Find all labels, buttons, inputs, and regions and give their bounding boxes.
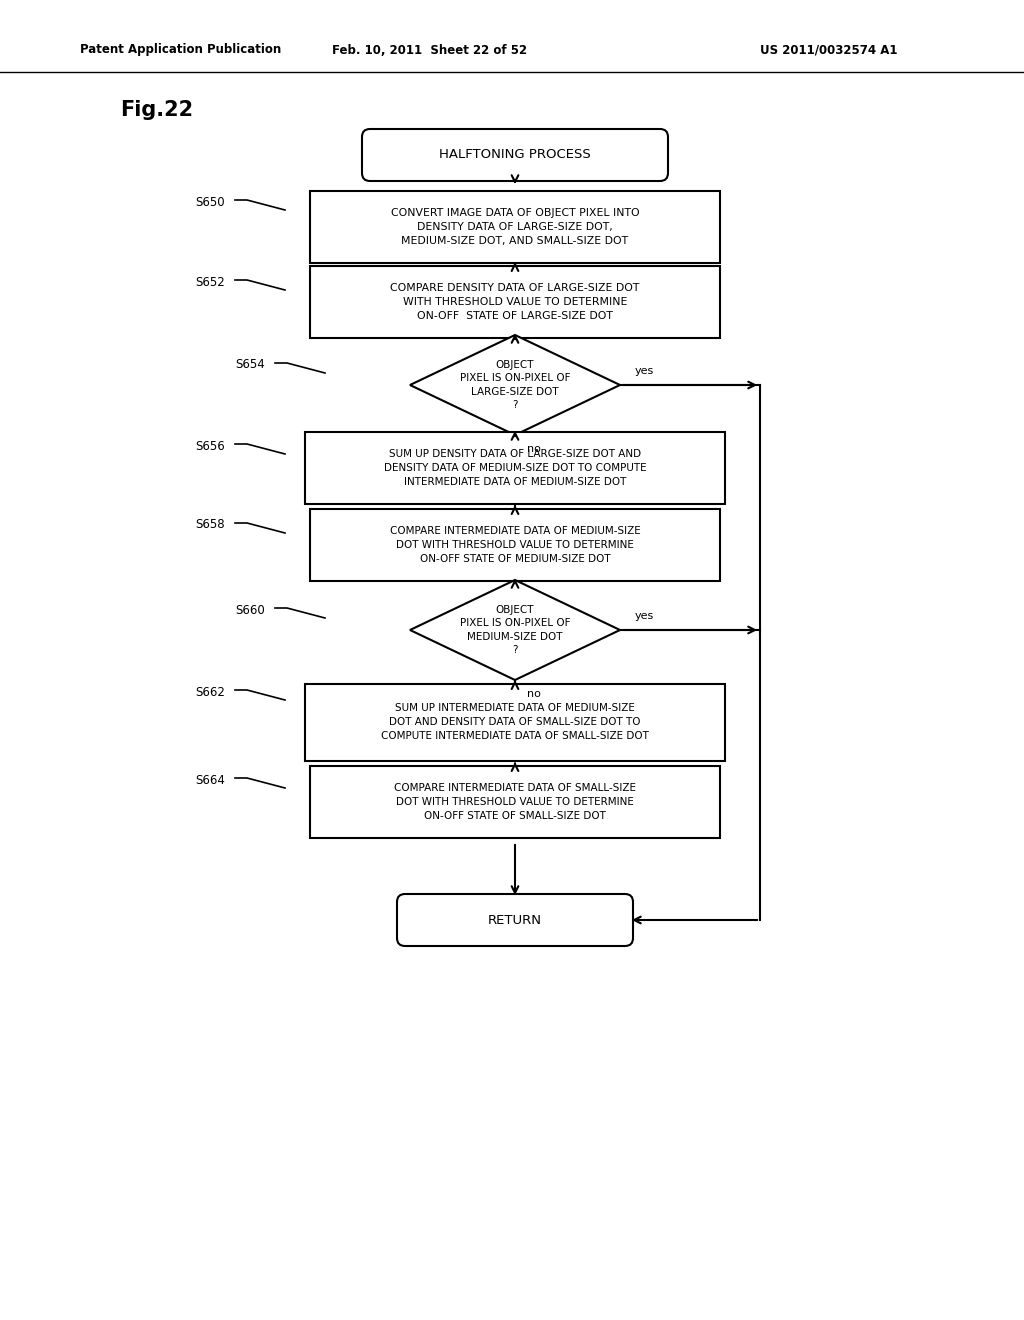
Text: OBJECT
PIXEL IS ON-PIXEL OF
LARGE-SIZE DOT
?: OBJECT PIXEL IS ON-PIXEL OF LARGE-SIZE D… (460, 360, 570, 409)
Text: RETURN: RETURN (488, 913, 542, 927)
Bar (305, 432, 725, 504)
Text: CONVERT IMAGE DATA OF OBJECT PIXEL INTO
DENSITY DATA OF LARGE-SIZE DOT,
MEDIUM-S: CONVERT IMAGE DATA OF OBJECT PIXEL INTO … (391, 209, 639, 246)
Text: no: no (527, 444, 541, 454)
Polygon shape (410, 335, 620, 436)
Text: yes: yes (635, 366, 654, 376)
Text: COMPARE INTERMEDIATE DATA OF MEDIUM-SIZE
DOT WITH THRESHOLD VALUE TO DETERMINE
O: COMPARE INTERMEDIATE DATA OF MEDIUM-SIZE… (389, 525, 640, 564)
Polygon shape (410, 579, 620, 680)
Bar (310, 510, 720, 581)
Text: S660: S660 (234, 603, 265, 616)
Text: S652: S652 (195, 276, 224, 289)
Bar (310, 766, 720, 838)
Text: COMPARE INTERMEDIATE DATA OF SMALL-SIZE
DOT WITH THRESHOLD VALUE TO DETERMINE
ON: COMPARE INTERMEDIATE DATA OF SMALL-SIZE … (394, 783, 636, 821)
Text: S658: S658 (195, 519, 224, 532)
Text: S664: S664 (195, 774, 225, 787)
FancyBboxPatch shape (362, 129, 668, 181)
Text: OBJECT
PIXEL IS ON-PIXEL OF
MEDIUM-SIZE DOT
?: OBJECT PIXEL IS ON-PIXEL OF MEDIUM-SIZE … (460, 605, 570, 655)
Text: SUM UP INTERMEDIATE DATA OF MEDIUM-SIZE
DOT AND DENSITY DATA OF SMALL-SIZE DOT T: SUM UP INTERMEDIATE DATA OF MEDIUM-SIZE … (381, 704, 649, 741)
Text: Fig.22: Fig.22 (120, 100, 194, 120)
Text: S654: S654 (234, 359, 265, 371)
Text: US 2011/0032574 A1: US 2011/0032574 A1 (760, 44, 897, 57)
Text: S656: S656 (195, 440, 224, 453)
Text: COMPARE DENSITY DATA OF LARGE-SIZE DOT
WITH THRESHOLD VALUE TO DETERMINE
ON-OFF : COMPARE DENSITY DATA OF LARGE-SIZE DOT W… (390, 282, 640, 321)
Text: SUM UP DENSITY DATA OF LARGE-SIZE DOT AND
DENSITY DATA OF MEDIUM-SIZE DOT TO COM: SUM UP DENSITY DATA OF LARGE-SIZE DOT AN… (384, 449, 646, 487)
Bar (305, 684, 725, 760)
Text: S650: S650 (195, 195, 224, 209)
Bar (310, 267, 720, 338)
Text: no: no (527, 689, 541, 700)
Text: HALFTONING PROCESS: HALFTONING PROCESS (439, 149, 591, 161)
Text: S662: S662 (195, 685, 225, 698)
FancyBboxPatch shape (397, 894, 633, 946)
Text: Feb. 10, 2011  Sheet 22 of 52: Feb. 10, 2011 Sheet 22 of 52 (333, 44, 527, 57)
Text: Patent Application Publication: Patent Application Publication (80, 44, 282, 57)
Bar (310, 191, 720, 263)
Text: yes: yes (635, 611, 654, 620)
